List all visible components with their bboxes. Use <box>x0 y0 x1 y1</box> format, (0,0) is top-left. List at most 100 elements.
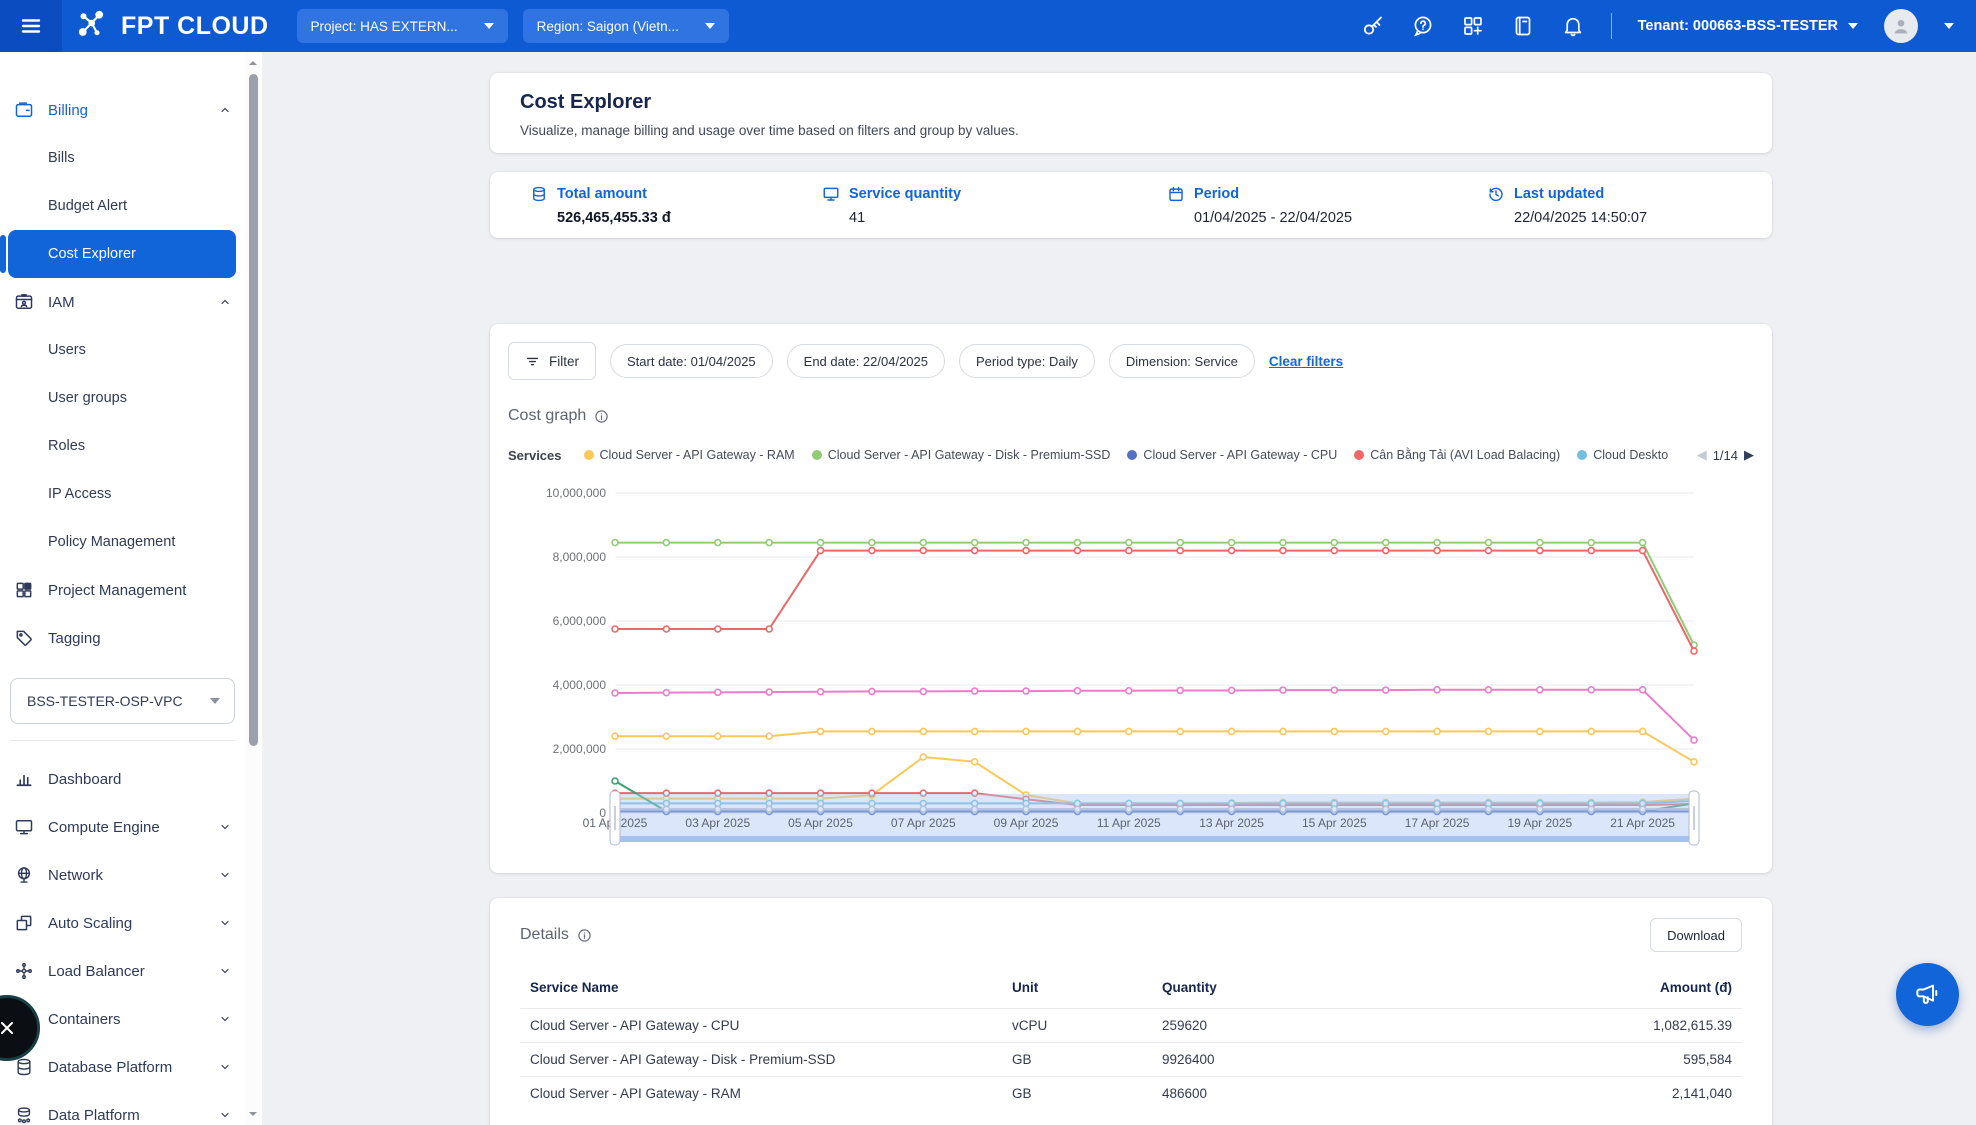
docs-book-icon[interactable] <box>1511 14 1535 38</box>
database-icon <box>14 1057 34 1077</box>
sidebar-item-project-management[interactable]: Project Management <box>0 566 245 614</box>
region-selector[interactable]: Region: Saigon (Vietn... <box>523 9 729 43</box>
sidebar-item-billing[interactable]: Billing <box>0 86 245 134</box>
svg-text:13 Apr 2025: 13 Apr 2025 <box>1199 816 1264 830</box>
legend-item-cloud-desktop[interactable]: Cloud Deskto <box>1577 448 1668 462</box>
scrollbar-thumb[interactable] <box>249 74 258 746</box>
svg-text:05 Apr 2025: 05 Apr 2025 <box>788 816 853 830</box>
calendar-icon <box>1167 185 1185 203</box>
clear-filters-link[interactable]: Clear filters <box>1269 354 1343 369</box>
fpt-cloud-logo[interactable]: FPT CLOUD <box>76 8 269 44</box>
announcements-fab[interactable] <box>1896 963 1959 1026</box>
scroll-up-arrow-icon[interactable] <box>248 58 258 68</box>
avatar[interactable] <box>1884 9 1918 43</box>
cost-line-chart[interactable]: 02,000,0004,000,0006,000,0008,000,00010,… <box>508 468 1754 854</box>
info-icon[interactable] <box>577 928 592 943</box>
sidebar-item-users[interactable]: Users <box>0 326 245 374</box>
megaphone-icon <box>1913 980 1943 1010</box>
chevron-down-icon <box>219 821 231 833</box>
legend-prev-arrow[interactable]: ◀ <box>1697 447 1707 463</box>
filter-pill-start-date[interactable]: Start date: 01/04/2025 <box>610 344 773 378</box>
sidebar-item-data-platform[interactable]: Data Platform <box>0 1091 245 1125</box>
project-selector[interactable]: Project: HAS EXTERN... <box>297 9 508 43</box>
table-row[interactable]: Cloud Server - API Gateway - RAM GB 4866… <box>520 1076 1742 1110</box>
sidebar-item-ip-access[interactable]: IP Access <box>0 470 245 518</box>
chevron-down-icon <box>219 965 231 977</box>
download-button[interactable]: Download <box>1650 918 1742 952</box>
sidebar-item-cost-explorer[interactable]: Cost Explorer <box>8 230 236 278</box>
sidebar-item-user-groups[interactable]: User groups <box>0 374 245 422</box>
summary-value: 526,465,455.33 đ <box>557 210 822 226</box>
tenant-menu[interactable]: Tenant: 000663-BSS-TESTER <box>1638 18 1858 34</box>
chevron-down-icon[interactable] <box>1944 23 1954 29</box>
load-balancer-icon <box>14 961 34 981</box>
chevron-down-icon <box>210 698 220 704</box>
sidebar-item-database-platform[interactable]: Database Platform <box>0 1043 245 1091</box>
cost-graph-title-row: Cost graph <box>508 407 1754 425</box>
filter-button[interactable]: Filter <box>508 342 596 380</box>
cell-amount: 595,584 <box>1482 1052 1732 1067</box>
cell-unit: GB <box>1012 1052 1162 1067</box>
summary-value: 01/04/2025 - 22/04/2025 <box>1194 210 1487 226</box>
sidebar-item-label: Containers <box>48 1011 219 1028</box>
cost-graph-card: Filter Start date: 01/04/2025 End date: … <box>490 324 1772 873</box>
chevron-down-icon <box>1848 23 1858 29</box>
bell-icon[interactable] <box>1561 14 1585 38</box>
sidebar-item-auto-scaling[interactable]: Auto Scaling <box>0 899 245 947</box>
legend-item-cpu[interactable]: Cloud Server - API Gateway - CPU <box>1127 448 1337 462</box>
vpc-select[interactable]: BSS-TESTER-OSP-VPC <box>10 678 235 724</box>
filter-pill-end-date[interactable]: End date: 22/04/2025 <box>787 344 945 378</box>
main-content: Cost Explorer Visualize, manage billing … <box>262 52 1976 1125</box>
legend-next-arrow[interactable]: ▶ <box>1744 447 1754 463</box>
sidebar-item-label: Policy Management <box>48 534 175 550</box>
legend-item-load-balancing[interactable]: Cân Bằng Tải (AVI Load Balacing) <box>1354 448 1560 462</box>
sidebar-item-dashboard[interactable]: Dashboard <box>0 755 245 803</box>
chevron-up-icon <box>219 104 231 116</box>
scroll-down-arrow-icon[interactable] <box>248 1109 258 1119</box>
summary-label: Last updated <box>1514 186 1604 202</box>
svg-text:15 Apr 2025: 15 Apr 2025 <box>1302 816 1367 830</box>
column-header-amount: Amount (đ) <box>1482 980 1732 995</box>
legend-item-ram[interactable]: Cloud Server - API Gateway - RAM <box>584 448 795 462</box>
filter-row: Filter Start date: 01/04/2025 End date: … <box>508 342 1754 380</box>
svg-text:21 Apr 2025: 21 Apr 2025 <box>1610 816 1675 830</box>
filter-pill-dimension[interactable]: Dimension: Service <box>1109 344 1255 378</box>
table-row[interactable]: Cloud Server - API Gateway - CPU vCPU 25… <box>520 1008 1742 1042</box>
sidebar-item-label: Roles <box>48 438 85 454</box>
legend-item-label: Cloud Server - API Gateway - Disk - Prem… <box>828 448 1111 462</box>
globe-icon <box>14 865 34 885</box>
sidebar-scrollbar[interactable] <box>245 52 262 1125</box>
legend-services-label: Services <box>508 448 562 463</box>
sidebar-item-budget-alert[interactable]: Budget Alert <box>0 182 245 230</box>
cell-unit: vCPU <box>1012 1018 1162 1033</box>
region-selector-label: Region: Saigon (Vietn... <box>537 19 679 34</box>
sidebar-item-policy-management[interactable]: Policy Management <box>0 518 245 566</box>
apps-grid-icon[interactable] <box>1461 14 1485 38</box>
hamburger-menu-button[interactable] <box>0 0 62 52</box>
key-icon[interactable] <box>1361 14 1385 38</box>
details-title: Details <box>520 926 569 944</box>
sidebar-item-tagging[interactable]: Tagging <box>0 614 245 662</box>
summary-label: Service quantity <box>849 186 961 202</box>
monitor-icon <box>14 817 34 837</box>
sidebar-item-network[interactable]: Network <box>0 851 245 899</box>
sidebar-item-iam[interactable]: IAM <box>0 278 245 326</box>
sidebar-item-bills[interactable]: Bills <box>0 134 245 182</box>
help-chat-icon[interactable] <box>1411 14 1435 38</box>
sidebar-item-roles[interactable]: Roles <box>0 422 245 470</box>
brand-name: FPT CLOUD <box>121 12 269 41</box>
sidebar-item-compute-engine[interactable]: Compute Engine <box>0 803 245 851</box>
legend-dot <box>1354 450 1364 460</box>
table-row[interactable]: Cloud Server - API Gateway - Disk - Prem… <box>520 1042 1742 1076</box>
info-icon[interactable] <box>594 409 609 424</box>
tenant-label: Tenant: 000663-BSS-TESTER <box>1638 18 1838 34</box>
sidebar-item-label: User groups <box>48 390 127 406</box>
cell-service-name: Cloud Server - API Gateway - CPU <box>530 1018 1012 1033</box>
legend-item-disk[interactable]: Cloud Server - API Gateway - Disk - Prem… <box>812 448 1111 462</box>
filter-pill-period-type[interactable]: Period type: Daily <box>959 344 1095 378</box>
sidebar-item-load-balancer[interactable]: Load Balancer <box>0 947 245 995</box>
page-subtitle: Visualize, manage billing and usage over… <box>520 123 1742 138</box>
data-platform-icon <box>14 1105 34 1125</box>
pill-label: Start date: 01/04/2025 <box>627 354 756 369</box>
wallet-icon <box>14 100 34 120</box>
